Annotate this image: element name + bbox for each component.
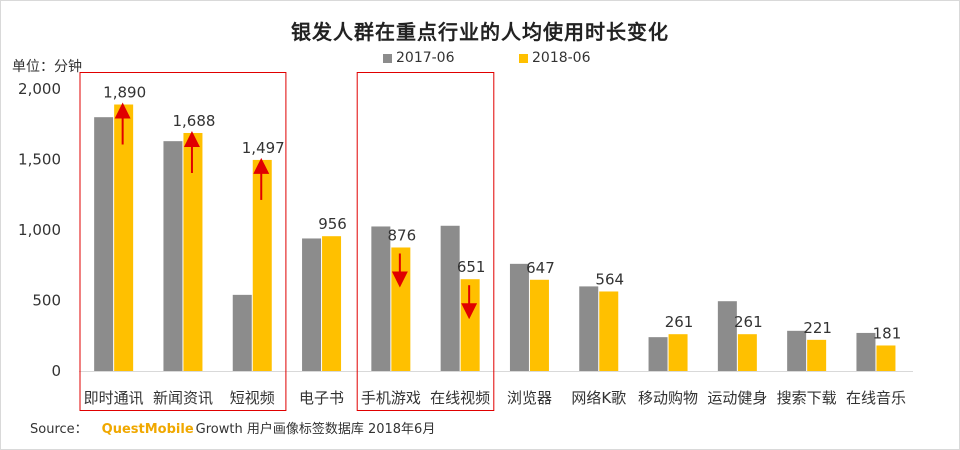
data-label-2018: 876 — [388, 226, 417, 244]
data-label-2018: 1,890 — [103, 84, 146, 102]
data-label-2018: 647 — [526, 259, 555, 277]
highlight-box-1 — [356, 72, 495, 411]
x-tick-label: 电子书 — [299, 389, 344, 407]
bar-2018-3 — [322, 236, 342, 371]
bar-2018-2 — [252, 159, 272, 371]
y-tick-label: 1,500 — [18, 151, 61, 169]
legend-label-2018: 2018-06 — [532, 50, 591, 66]
bar-2017-0 — [94, 117, 114, 371]
data-label-2018: 651 — [457, 258, 486, 276]
legend-swatch-2018 — [519, 53, 528, 63]
legend-item-2018: 2018-06 — [519, 50, 591, 66]
bar-2017-5 — [440, 225, 460, 371]
y-tick-label: 2,000 — [18, 80, 61, 98]
bar-2017-10 — [787, 330, 807, 371]
bar-2018-6 — [529, 279, 549, 371]
legend-label-2017: 2017-06 — [396, 50, 455, 66]
bar-2017-8 — [648, 337, 668, 371]
chart-title: 银发人群在重点行业的人均使用时长变化 — [291, 20, 669, 44]
data-label-2018: 261 — [734, 313, 763, 331]
legend-swatch-2017 — [383, 53, 392, 63]
x-tick-label: 移动购物 — [638, 389, 698, 407]
bar-2017-7 — [579, 286, 599, 371]
bar-2018-8 — [668, 334, 688, 371]
bar-2017-4 — [371, 226, 391, 371]
bar-2017-6 — [509, 263, 529, 371]
bar-2017-1 — [163, 141, 183, 371]
x-tick-label: 搜索下载 — [777, 389, 837, 407]
source-line: Source： QuestMobile Growth 用户画像标签数据库 201… — [30, 418, 435, 437]
data-label-2018: 181 — [873, 324, 902, 342]
bar-2018-7 — [599, 291, 619, 371]
x-tick-label: 在线音乐 — [846, 389, 906, 407]
source-prefix: Source： — [30, 422, 88, 437]
y-tick-label: 0 — [51, 362, 61, 380]
bar-2018-11 — [876, 345, 896, 371]
y-tick-label: 1,000 — [18, 221, 61, 239]
x-tick-label: 短视频 — [230, 389, 275, 407]
x-tick-label: 网络K歌 — [571, 389, 626, 407]
bar-2018-1 — [183, 132, 203, 371]
x-tick-label: 运动健身 — [707, 389, 767, 407]
bar-2018-10 — [807, 339, 827, 371]
bar-2018-0 — [114, 104, 134, 371]
x-tick-label: 浏览器 — [507, 389, 552, 407]
data-label-2018: 261 — [665, 313, 694, 331]
x-tick-label: 新闻资讯 — [153, 389, 213, 407]
highlight-box-0 — [79, 72, 287, 411]
data-label-2018: 1,497 — [242, 139, 285, 157]
y-axis-unit-label: 单位：分钟 — [12, 59, 82, 75]
bar-2017-11 — [856, 332, 876, 371]
source-brand: QuestMobile — [101, 422, 194, 437]
bar-2018-5 — [460, 279, 480, 371]
bar-2017-9 — [717, 301, 737, 371]
x-tick-label: 手机游戏 — [361, 389, 421, 407]
x-tick-label: 在线视频 — [430, 389, 490, 407]
bar-2017-2 — [232, 294, 252, 371]
data-label-2018: 221 — [803, 319, 832, 337]
data-label-2018: 564 — [595, 270, 624, 288]
x-tick-label: 即时通讯 — [84, 389, 144, 407]
y-tick-label: 500 — [32, 292, 61, 310]
data-label-2018: 1,688 — [172, 112, 215, 130]
data-label-2018: 956 — [318, 215, 347, 233]
legend-item-2017: 2017-06 — [383, 50, 455, 66]
bar-2018-9 — [737, 334, 757, 371]
source-rest: Growth 用户画像标签数据库 2018年6月 — [195, 422, 436, 437]
bar-2017-3 — [302, 238, 322, 371]
